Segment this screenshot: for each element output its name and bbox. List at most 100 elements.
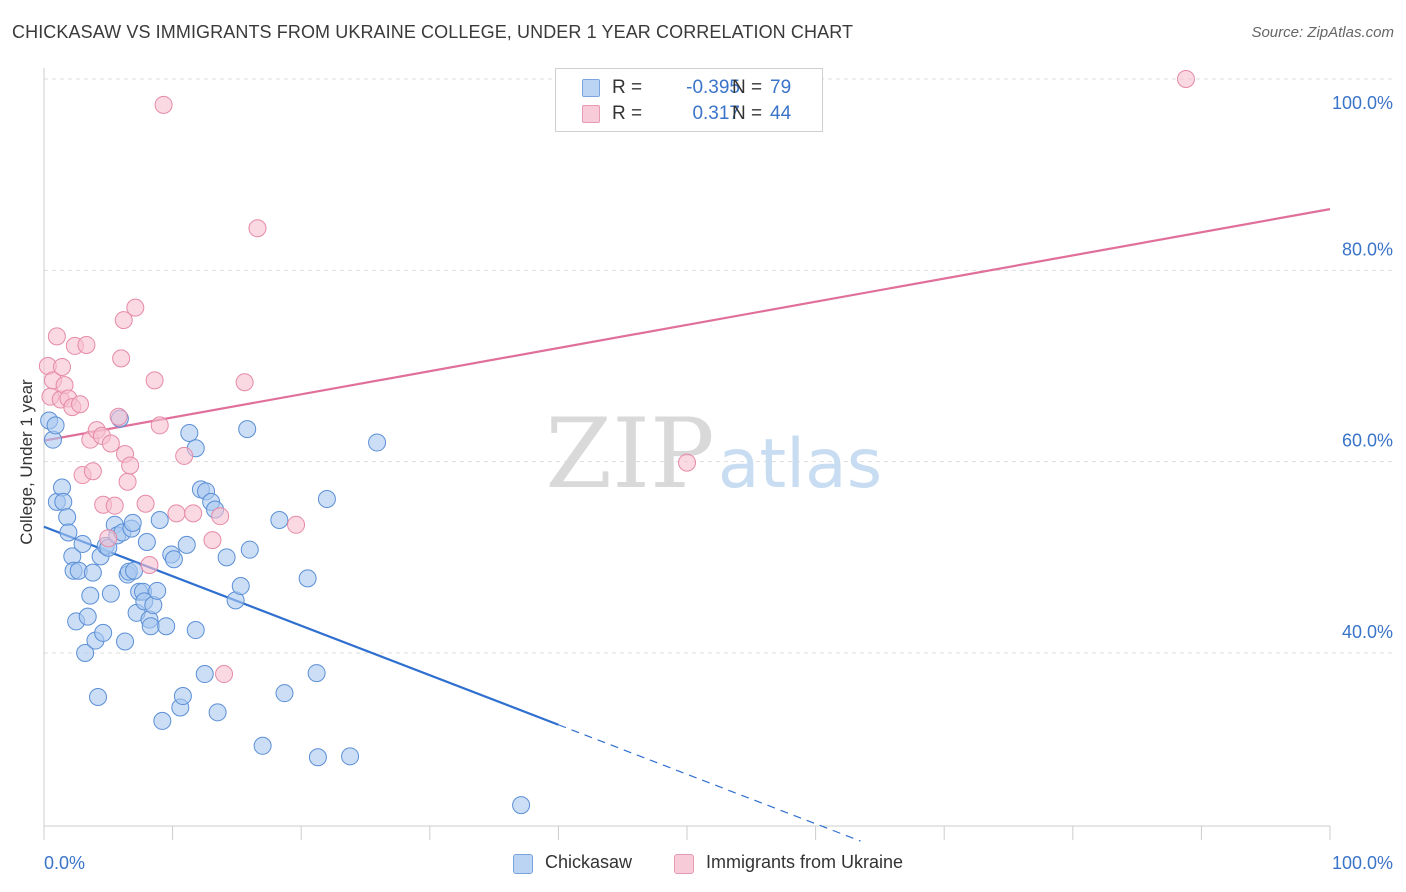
chickasaw-point (81, 586, 100, 605)
chickasaw-point (368, 433, 387, 452)
y-tick-label: 40.0% (1342, 622, 1393, 642)
ukraine-point (1176, 70, 1195, 88)
chickasaw-point (46, 416, 65, 435)
chickasaw-point (317, 489, 336, 508)
chickasaw-point (308, 748, 327, 767)
ukraine-point (211, 507, 230, 526)
legend-r-value: 0.317 (692, 103, 740, 124)
chickasaw-point (125, 561, 144, 580)
axes (43, 68, 1331, 840)
legend-label: Immigrants from Ukraine (706, 852, 904, 872)
ukraine-point (83, 462, 102, 481)
ukraine-point (215, 665, 234, 684)
chickasaw-trend-extension (558, 724, 861, 842)
y-tick-label: 60.0% (1342, 431, 1393, 451)
chickasaw-point (341, 747, 360, 766)
ukraine-point (167, 504, 186, 523)
chickasaw-point (238, 420, 257, 439)
trend-lines (43, 208, 1331, 842)
chickasaw-point (76, 644, 95, 662)
ukraine-point (235, 373, 254, 392)
x-tick-label: 100.0% (1332, 853, 1393, 873)
chickasaw-point (116, 632, 135, 651)
ukraine-point (203, 531, 222, 550)
y-tick-label: 100.0% (1332, 93, 1393, 113)
ukraine-point (71, 395, 90, 414)
chickasaw-swatch (513, 854, 533, 874)
chickasaw-point (253, 736, 272, 755)
chickasaw-point (208, 703, 227, 722)
chickasaw-point (231, 577, 250, 596)
ukraine-point (145, 371, 164, 390)
tick-labels: 40.0% 60.0% 80.0% 100.0% 0.0% 100.0% (44, 93, 1393, 873)
chickasaw-point (89, 688, 108, 707)
legend-n-label: N = (732, 77, 763, 98)
series-legend: Chickasaw Immigrants from Ukraine (0, 852, 1406, 876)
grid-lines (44, 78, 1392, 654)
chickasaw-swatch (582, 79, 600, 97)
chickasaw-point (275, 684, 294, 703)
chickasaw-point (298, 569, 317, 588)
chickasaw-point (141, 617, 160, 636)
chickasaw-point (270, 511, 289, 530)
legend-label: Chickasaw (545, 852, 633, 872)
y-tick-label: 80.0% (1342, 239, 1393, 259)
correlation-legend: R = -0.395 N = 79 R = 0.317 N = 44 (555, 68, 823, 132)
chickasaw-point (78, 607, 97, 626)
data-points (38, 70, 1195, 815)
source-credit: Source: ZipAtlas.com (1251, 24, 1394, 41)
ukraine-point (77, 335, 96, 354)
ukraine-point (109, 407, 128, 426)
chickasaw-point (123, 513, 142, 532)
ukraine-point (678, 453, 696, 472)
chickasaw-point (148, 581, 167, 600)
legend-n-label: N = (732, 103, 763, 124)
chickasaw-point (54, 492, 73, 511)
ukraine-swatch (582, 105, 600, 123)
ukraine-point (47, 327, 66, 346)
chickasaw-point (307, 664, 326, 683)
ukraine-point (53, 357, 72, 376)
ukraine-swatch (674, 854, 694, 874)
ukraine-point (118, 472, 137, 491)
legend-n-value: 44 (770, 103, 792, 124)
chickasaw-point (83, 563, 102, 582)
chickasaw-point (59, 523, 78, 542)
x-tick-label: 0.0% (44, 853, 85, 873)
chickasaw-point (177, 535, 196, 554)
chickasaw-point (101, 584, 120, 603)
chickasaw-point (157, 617, 176, 636)
legend-r-label: R = (612, 77, 643, 98)
chickasaw-point (195, 665, 214, 684)
ukraine-point (154, 95, 173, 114)
ukraine-point (175, 446, 194, 465)
legend-n-value: 79 (770, 77, 792, 98)
chickasaw-point (186, 621, 205, 640)
ukraine-point (184, 504, 203, 523)
ukraine-point (112, 349, 131, 368)
watermark: ZIP atlas (545, 398, 882, 510)
ukraine-point (105, 496, 124, 515)
y-axis-label: College, Under 1 year (17, 379, 36, 545)
ukraine-trend-line (43, 208, 1331, 442)
legend-r-label: R = (612, 103, 643, 124)
chickasaw-point (58, 508, 77, 527)
chickasaw-point (217, 548, 236, 567)
chickasaw-point (180, 423, 199, 442)
ukraine-point (136, 494, 155, 513)
watermark-atlas: atlas (718, 425, 882, 504)
legend-r-value: -0.395 (686, 77, 740, 98)
chickasaw-point (240, 540, 259, 559)
chickasaw-point (164, 550, 183, 569)
ukraine-point (101, 434, 120, 453)
chickasaw-point (173, 687, 192, 706)
ukraine-point (150, 416, 169, 435)
chickasaw-point (153, 711, 172, 730)
ukraine-point (126, 298, 145, 317)
chickasaw-point (137, 533, 156, 552)
ukraine-point (287, 515, 306, 534)
chickasaw-point (94, 623, 113, 642)
ukraine-point (99, 529, 118, 548)
ukraine-point (121, 456, 140, 475)
